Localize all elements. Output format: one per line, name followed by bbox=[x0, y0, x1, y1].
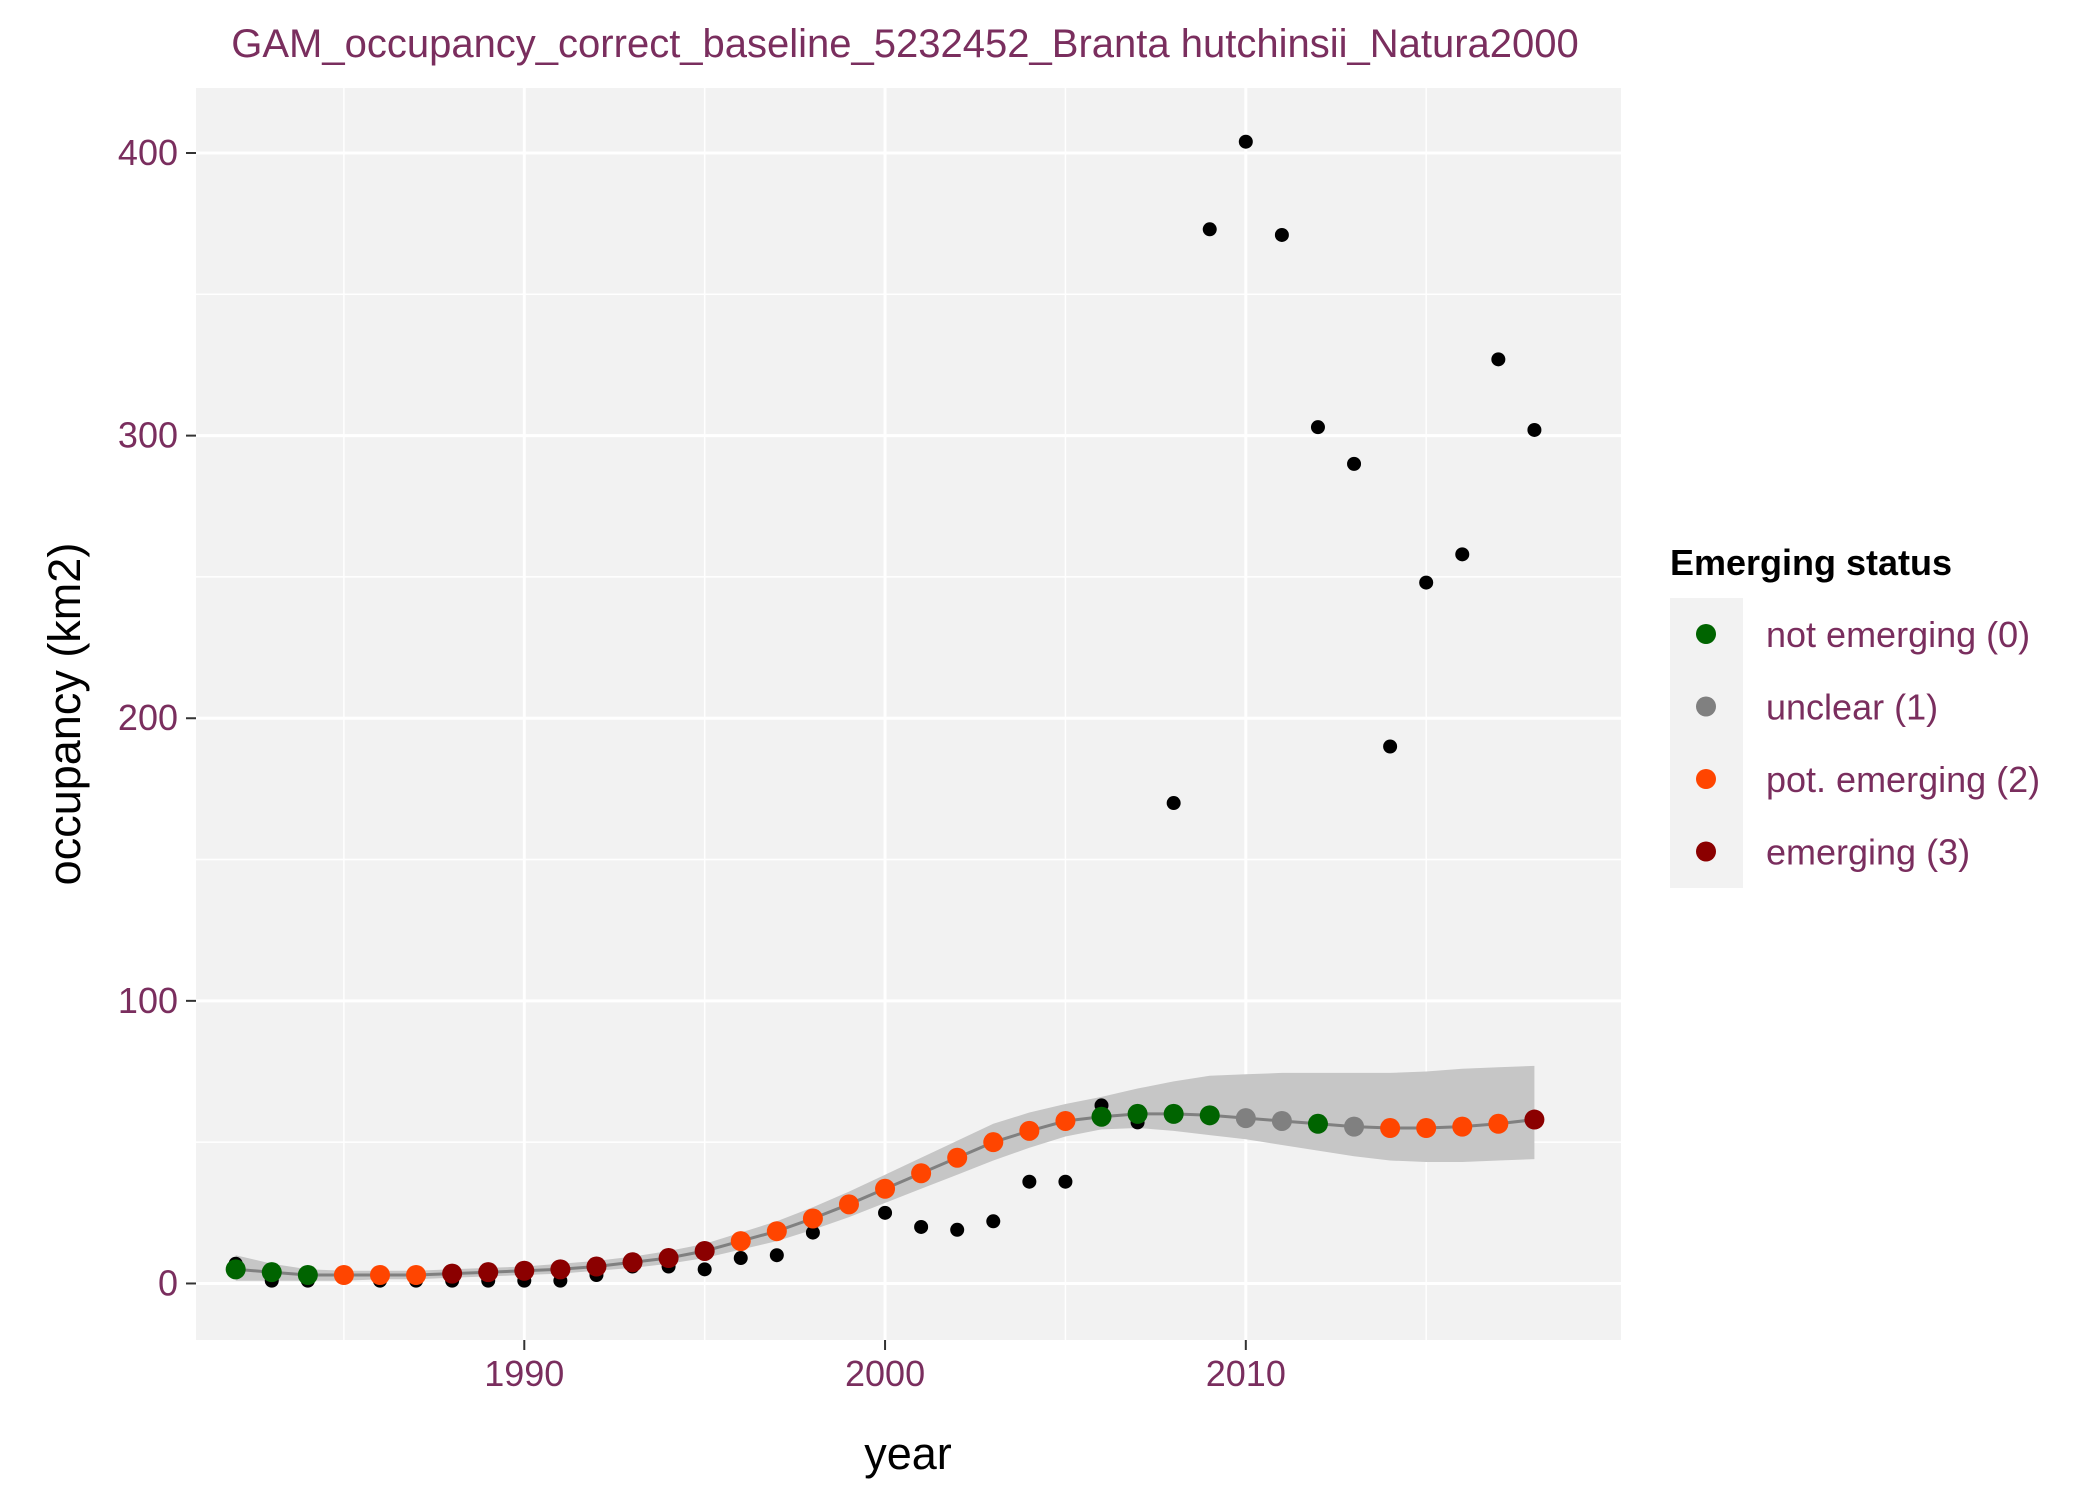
observed-point bbox=[805, 1225, 820, 1240]
status-point bbox=[478, 1262, 499, 1283]
observed-point bbox=[986, 1214, 1001, 1229]
status-point bbox=[586, 1256, 607, 1277]
status-point bbox=[838, 1194, 859, 1215]
x-axis-title: year bbox=[864, 1428, 952, 1479]
status-point bbox=[225, 1259, 246, 1280]
observed-point bbox=[1310, 420, 1325, 435]
status-point bbox=[911, 1163, 932, 1184]
status-point bbox=[730, 1231, 751, 1252]
observed-point bbox=[1058, 1174, 1073, 1189]
status-point bbox=[1055, 1110, 1076, 1131]
status-point bbox=[875, 1178, 896, 1199]
y-tick-label: 0 bbox=[158, 1262, 178, 1303]
legend-items: not emerging (0) unclear (1) pot. emerging… bbox=[1696, 614, 2040, 873]
status-point bbox=[1524, 1109, 1545, 1130]
observed-point bbox=[1347, 456, 1362, 471]
observed-point bbox=[950, 1222, 965, 1237]
y-tick-label: 200 bbox=[118, 697, 178, 738]
y-tick-label: 400 bbox=[118, 132, 178, 173]
observed-point bbox=[697, 1262, 712, 1277]
legend-label: not emerging (0) bbox=[1766, 614, 2030, 655]
status-point bbox=[1380, 1118, 1401, 1139]
status-point bbox=[1091, 1106, 1112, 1127]
status-point bbox=[947, 1147, 968, 1168]
status-point bbox=[1344, 1116, 1365, 1137]
legend-label: emerging (3) bbox=[1766, 832, 1970, 873]
status-point bbox=[766, 1221, 787, 1242]
observed-point bbox=[1455, 547, 1470, 562]
legend-title: Emerging status bbox=[1670, 542, 1952, 583]
status-point bbox=[1307, 1113, 1328, 1134]
status-point bbox=[1235, 1108, 1256, 1129]
observed-point bbox=[1419, 575, 1434, 590]
observed-point bbox=[1491, 352, 1506, 367]
status-point bbox=[658, 1248, 679, 1269]
status-point bbox=[1019, 1120, 1040, 1141]
status-point bbox=[694, 1240, 715, 1261]
status-point bbox=[261, 1262, 282, 1283]
status-point bbox=[1199, 1105, 1220, 1126]
y-tick-label: 100 bbox=[118, 980, 178, 1021]
status-point bbox=[442, 1263, 463, 1284]
status-point bbox=[297, 1264, 318, 1285]
x-tick-label: 2010 bbox=[1206, 1353, 1286, 1394]
status-point bbox=[406, 1264, 427, 1285]
status-point bbox=[333, 1264, 354, 1285]
status-point bbox=[1416, 1118, 1437, 1139]
observed-point bbox=[1238, 134, 1253, 149]
observed-point bbox=[733, 1251, 748, 1266]
observed-point bbox=[1202, 222, 1217, 237]
status-point bbox=[622, 1252, 643, 1273]
status-point bbox=[983, 1132, 1004, 1153]
x-tick-label: 2000 bbox=[845, 1353, 925, 1394]
legend-key-background bbox=[1670, 598, 1743, 888]
status-point bbox=[1271, 1110, 1292, 1131]
observed-point bbox=[1383, 739, 1398, 754]
observed-point bbox=[878, 1205, 893, 1220]
status-point bbox=[1488, 1113, 1509, 1134]
legend-key bbox=[1696, 624, 1716, 644]
status-point bbox=[1127, 1103, 1148, 1124]
observed-point bbox=[914, 1219, 929, 1234]
observed-point bbox=[1527, 422, 1542, 437]
status-point bbox=[802, 1208, 823, 1229]
legend-key bbox=[1696, 696, 1716, 717]
x-tick-label: 1990 bbox=[484, 1353, 564, 1394]
status-point bbox=[1163, 1103, 1184, 1124]
status-point bbox=[369, 1264, 390, 1285]
observed-point bbox=[769, 1248, 784, 1263]
status-point bbox=[1452, 1116, 1473, 1137]
legend-label: unclear (1) bbox=[1766, 687, 1938, 728]
legend: Emerging status not emerging (0) unclear … bbox=[1670, 542, 2040, 888]
status-point bbox=[550, 1259, 571, 1280]
y-tick-label: 300 bbox=[118, 415, 178, 456]
y-axis-title: occupancy (km2) bbox=[39, 543, 90, 886]
status-points-group bbox=[225, 1103, 1545, 1285]
chart-title: GAM_occupancy_correct_baseline_5232452_B… bbox=[231, 22, 1579, 66]
observed-point bbox=[1022, 1174, 1037, 1189]
observed-point bbox=[1274, 227, 1289, 242]
legend-label: pot. emerging (2) bbox=[1766, 759, 2040, 800]
status-point bbox=[514, 1260, 535, 1281]
observed-point bbox=[1166, 796, 1181, 811]
legend-key bbox=[1696, 841, 1716, 862]
axis-ticks-group: 1990 2000 2010 0 100 200 300 400 bbox=[118, 132, 1286, 1394]
legend-key bbox=[1696, 769, 1716, 789]
